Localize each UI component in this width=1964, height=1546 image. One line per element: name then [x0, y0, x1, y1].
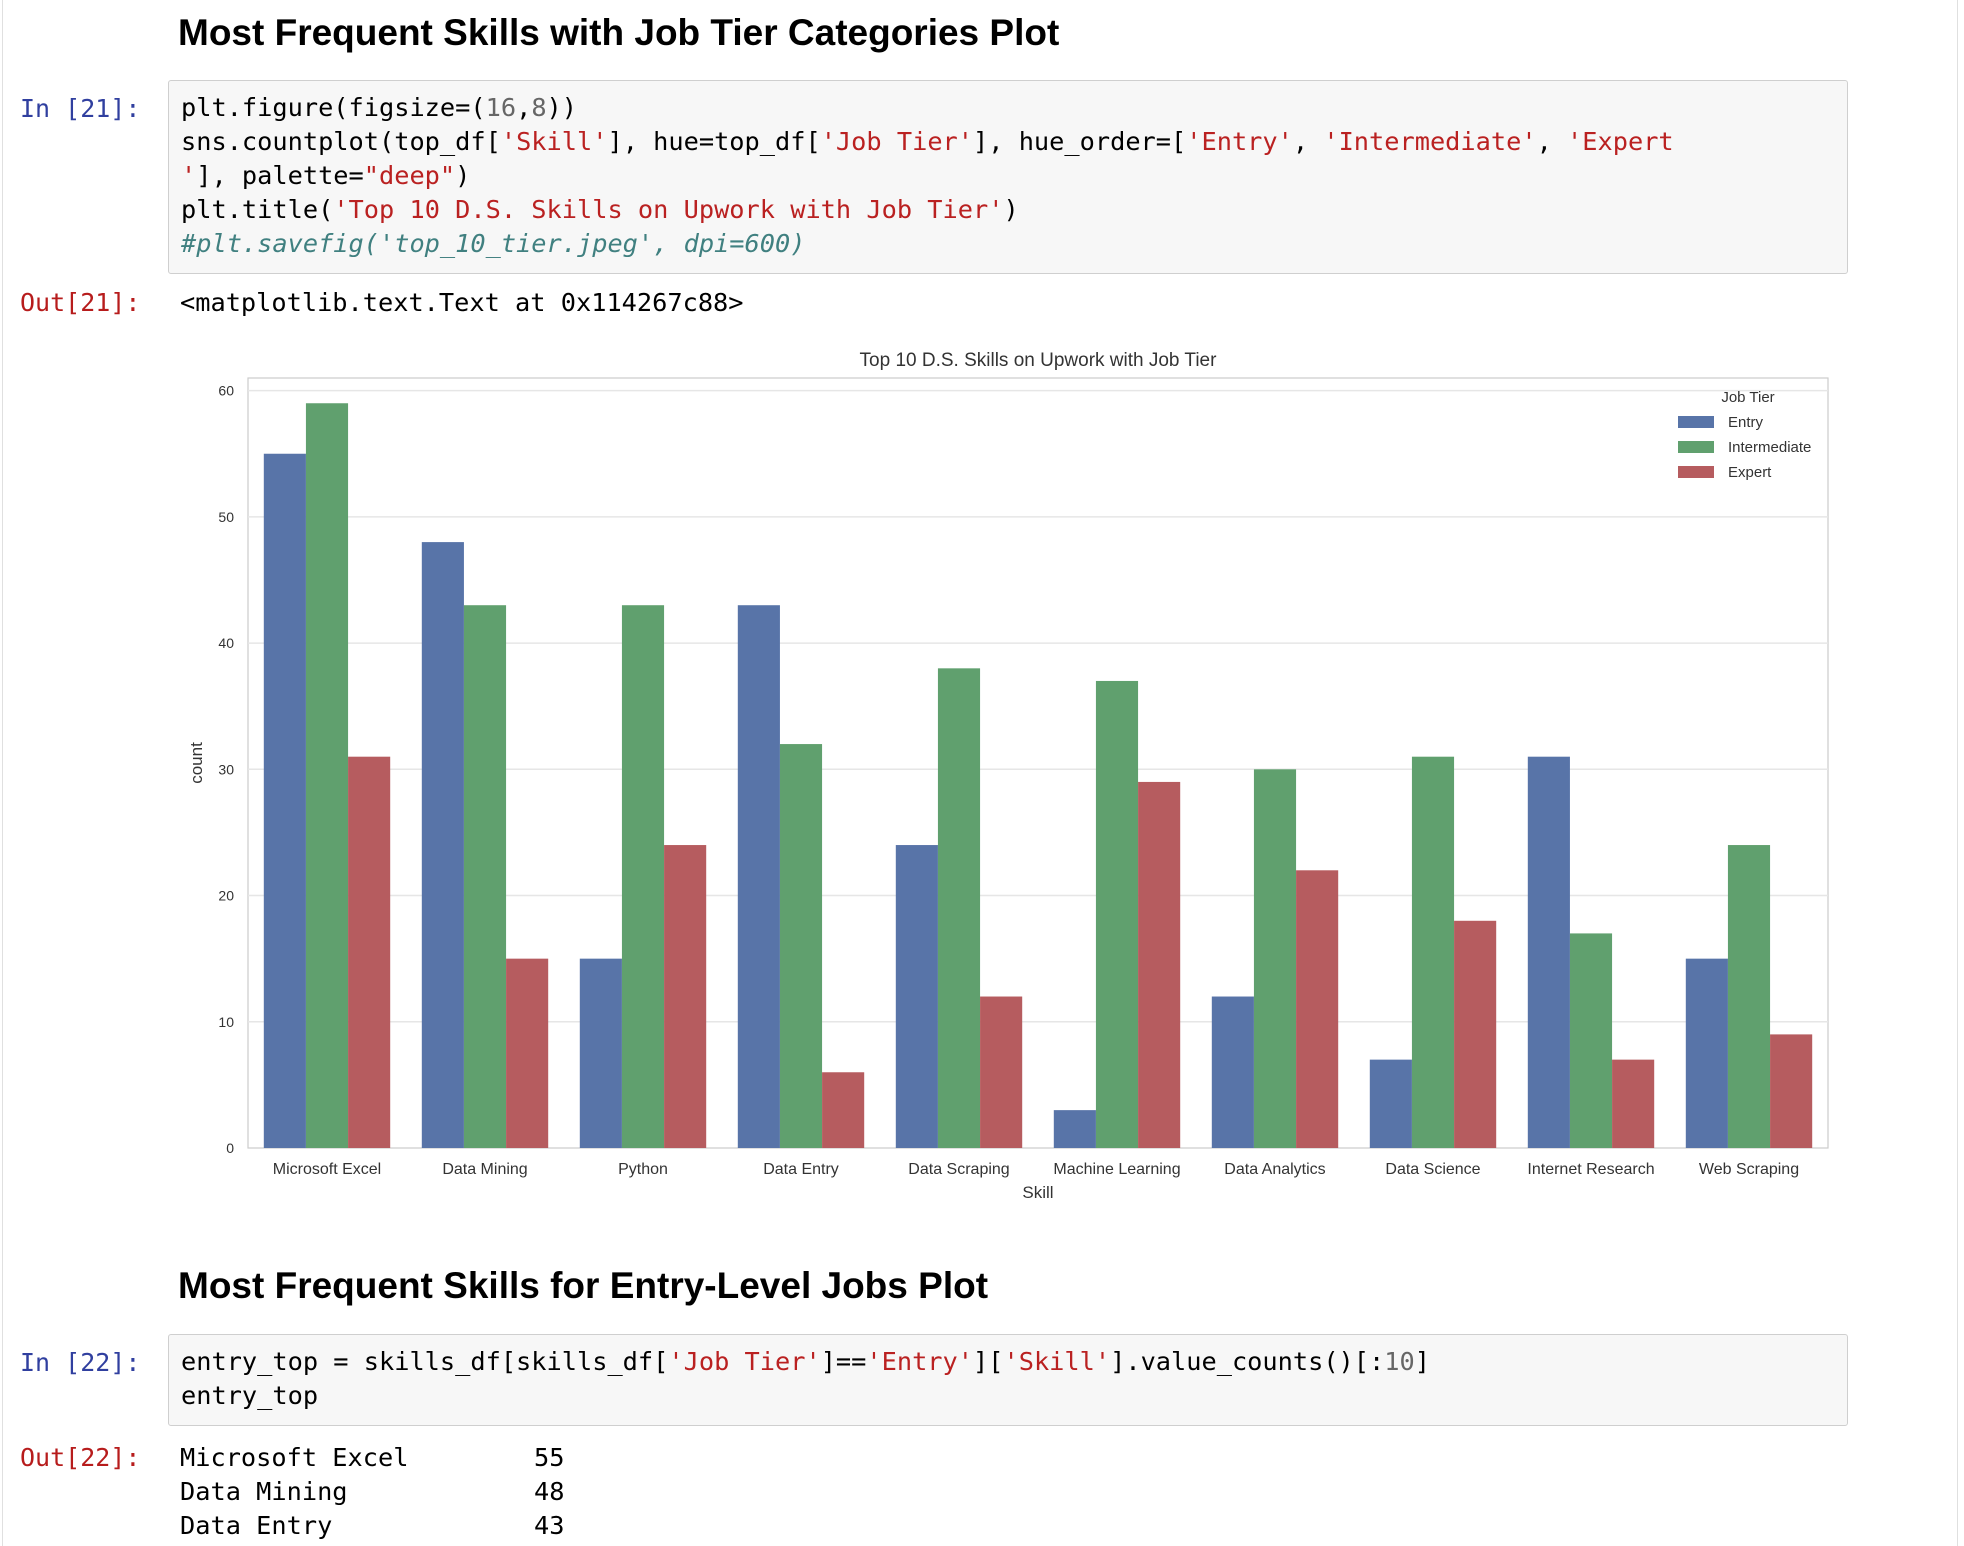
y-tick-label: 10	[218, 1014, 234, 1030]
x-axis-label: Skill	[1022, 1183, 1053, 1202]
bar-expert	[822, 1072, 865, 1148]
bar-entry	[1369, 1059, 1412, 1148]
series-label: Data Entry	[180, 1511, 333, 1540]
legend-label: Intermediate	[1728, 439, 1811, 456]
bar-expert	[506, 958, 549, 1148]
y-tick-label: 20	[218, 888, 234, 904]
bar-expert	[1612, 1059, 1655, 1148]
series-value: 48	[534, 1477, 565, 1506]
output-prompt-21: Out[21]:	[20, 288, 141, 317]
series-output-row: Data Mining 48	[180, 1477, 564, 1511]
bar-intermediate	[1095, 680, 1139, 1148]
x-tick-label: Internet Research	[1527, 1161, 1654, 1178]
x-tick-label: Data Entry	[763, 1161, 839, 1178]
code-line: entry_top = skills_df[skills_df['Job Tie…	[181, 1347, 1430, 1376]
legend-label: Entry	[1728, 414, 1764, 431]
legend-swatch-intermediate	[1678, 441, 1714, 453]
y-tick-label: 0	[226, 1140, 234, 1156]
x-tick-label: Data Analytics	[1224, 1161, 1325, 1178]
input-prompt-21: In [21]:	[20, 94, 141, 123]
code-line: sns.countplot(top_df['Skill'], hue=top_d…	[181, 127, 1674, 156]
bar-entry	[1527, 756, 1570, 1148]
bar-expert	[980, 996, 1023, 1148]
series-value: 55	[534, 1443, 565, 1472]
bar-entry	[579, 958, 622, 1148]
bar-expert	[1454, 920, 1497, 1148]
legend-title: Job Tier	[1721, 389, 1774, 406]
code-line: plt.figure(figsize=(16,8))	[181, 93, 578, 122]
bar-intermediate	[779, 744, 823, 1148]
bar-expert	[664, 845, 707, 1148]
code-line: entry_top	[181, 1381, 319, 1410]
output-prompt-22: Out[22]:	[20, 1443, 141, 1472]
code-line: plt.title('Top 10 D.S. Skills on Upwork …	[181, 195, 1019, 224]
bar-intermediate	[1569, 933, 1613, 1148]
code-cell-21[interactable]: plt.figure(figsize=(16,8)) sns.countplot…	[168, 80, 1848, 274]
bar-entry	[1685, 958, 1728, 1148]
x-tick-label: Data Science	[1385, 1161, 1480, 1178]
bar-entry	[1211, 996, 1254, 1148]
bar-intermediate	[621, 605, 665, 1148]
y-tick-label: 40	[218, 635, 234, 651]
code-cell-22[interactable]: entry_top = skills_df[skills_df['Job Tie…	[168, 1334, 1848, 1426]
x-tick-label: Web Scraping	[1699, 1161, 1799, 1178]
y-tick-label: 50	[218, 509, 234, 525]
x-tick-label: Microsoft Excel	[273, 1161, 381, 1178]
bar-expert	[1296, 870, 1339, 1148]
y-axis-label: count	[187, 742, 206, 784]
bar-intermediate	[937, 668, 981, 1148]
grouped-bar-chart: Top 10 D.S. Skills on Upwork with Job Ti…	[187, 350, 1829, 1202]
x-tick-label: Machine Learning	[1053, 1161, 1180, 1178]
series-output-row: Microsoft Excel 55	[180, 1443, 564, 1477]
tick-labels: 0 10 20 30 40 50 60 Microsoft Excel Data Mining P…	[218, 383, 1799, 1178]
x-tick-label: Data Scraping	[908, 1161, 1009, 1178]
legend: Job Tier Entry Intermediate Expert	[1678, 389, 1811, 481]
bar-expert	[1138, 781, 1181, 1148]
series-label: Data Mining	[180, 1477, 348, 1506]
bar-intermediate	[1253, 769, 1297, 1148]
input-prompt-22: In [22]:	[20, 1348, 141, 1377]
section-heading-entry-level: Most Frequent Skills for Entry-Level Job…	[178, 1265, 989, 1306]
y-tick-label: 30	[218, 761, 234, 777]
series-output-row: Data Entry 43	[180, 1511, 564, 1545]
legend-label: Expert	[1728, 464, 1772, 481]
x-tick-label: Python	[618, 1161, 668, 1178]
section-heading-job-tier: Most Frequent Skills with Job Tier Categ…	[178, 12, 1060, 53]
y-tick-label: 60	[218, 383, 234, 399]
legend-swatch-entry	[1678, 416, 1714, 428]
output-text-21: <matplotlib.text.Text at 0x114267c88>	[180, 288, 744, 317]
code-line: '], palette="deep")	[181, 161, 471, 190]
bar-entry	[1053, 1110, 1096, 1148]
chart-title: Top 10 D.S. Skills on Upwork with Job Ti…	[860, 350, 1218, 371]
bar-intermediate	[1727, 845, 1771, 1148]
bar-entry	[895, 845, 938, 1148]
legend-swatch-expert	[1678, 466, 1714, 478]
bar-entry	[737, 605, 780, 1148]
bar-entry	[421, 542, 464, 1148]
bar-expert	[348, 756, 391, 1148]
series-label: Microsoft Excel	[180, 1443, 409, 1472]
x-tick-label: Data Mining	[442, 1161, 527, 1178]
bars	[263, 403, 1813, 1149]
bar-intermediate	[463, 605, 507, 1148]
bar-intermediate	[1411, 756, 1455, 1148]
series-value: 43	[534, 1511, 565, 1540]
code-comment-line: #plt.savefig('top_10_tier.jpeg', dpi=600…	[181, 229, 806, 258]
bar-intermediate	[305, 403, 349, 1148]
bar-expert	[1770, 1034, 1813, 1148]
bar-entry	[263, 453, 306, 1149]
